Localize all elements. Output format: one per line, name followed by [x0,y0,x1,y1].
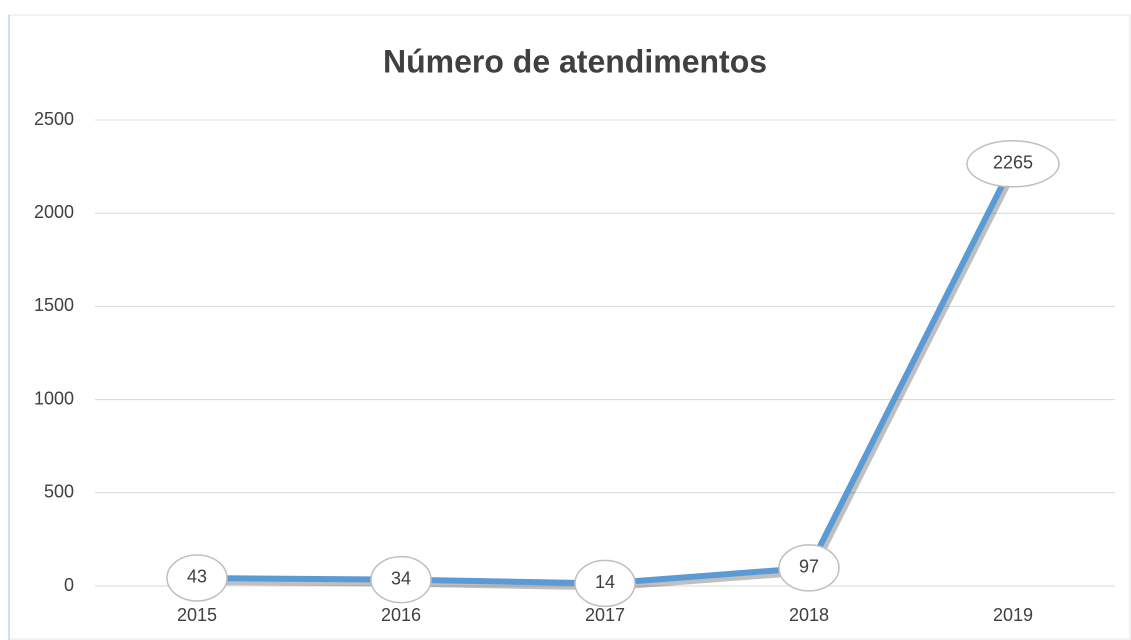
data-label: 2265 [993,153,1033,173]
y-tick-label: 1000 [34,388,74,408]
data-label-bubble [966,140,1060,188]
y-tick-label: 500 [44,482,74,502]
data-label-bubble [778,544,840,592]
y-tick-label: 0 [64,575,74,595]
data-label-bubble [166,554,228,602]
x-tick-label: 2015 [177,605,217,625]
data-label-bubble [370,555,432,604]
data-label-bubble [574,559,636,608]
data-label: 34 [391,568,411,588]
labels: 43 34 14 97 2265 [166,140,1060,608]
x-tick-label: 2016 [381,605,421,625]
data-label: 14 [595,572,615,592]
x-tick-label: 2018 [789,605,829,625]
x-tick-label: 2019 [993,605,1033,625]
x-tick-label: 2017 [585,605,625,625]
chart-frame [8,14,1131,640]
grid: 0 500 1000 1500 2000 2500 2015 2016 2017 2018 2019 [34,109,1115,625]
chart-title: Número de atendimentos [383,43,767,79]
y-tick-label: 1500 [34,295,74,315]
y-tick-label: 2000 [34,202,74,222]
data-label: 43 [187,567,207,587]
data-label: 97 [799,557,819,577]
y-tick-label: 2500 [34,109,74,129]
